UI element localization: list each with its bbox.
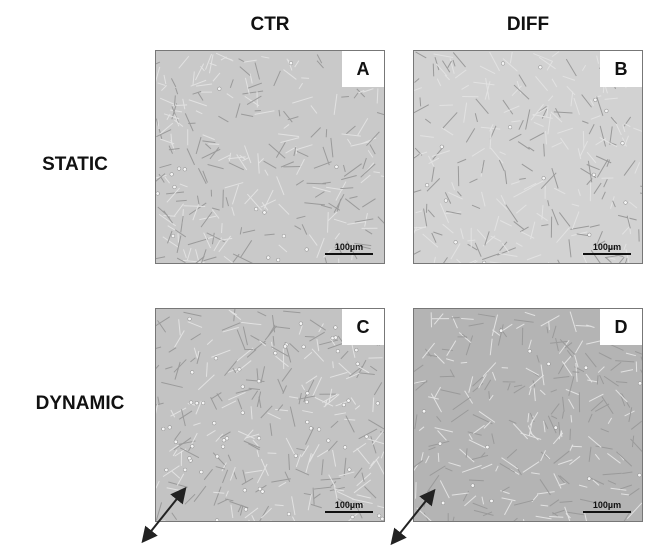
scale-bar-label: 100µm [592, 500, 622, 510]
scale-bar-label: 100µm [334, 500, 364, 510]
scale-bar: 100µm [325, 500, 373, 513]
micrograph-panel-c: C 100µm [155, 308, 385, 522]
panel-label: C [342, 309, 384, 345]
micrograph-panel-b: B 100µm [413, 50, 643, 264]
column-header-diff: DIFF [506, 14, 550, 35]
scale-bar-label: 100µm [334, 242, 364, 252]
row-header-static: STATIC [42, 154, 108, 175]
panel-label: B [600, 51, 642, 87]
panel-label: A [342, 51, 384, 87]
scale-bar-label: 100µm [592, 242, 622, 252]
row-header-dynamic: DYNAMIC [35, 393, 125, 414]
column-header-ctr: CTR [250, 14, 290, 35]
micrograph-panel-a: A 100µm [155, 50, 385, 264]
micrograph-panel-d: D 100µm [413, 308, 643, 522]
scale-bar: 100µm [325, 242, 373, 255]
scale-bar: 100µm [583, 242, 631, 255]
scale-bar: 100µm [583, 500, 631, 513]
panel-label: D [600, 309, 642, 345]
